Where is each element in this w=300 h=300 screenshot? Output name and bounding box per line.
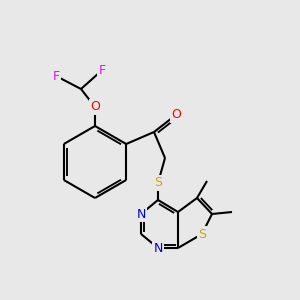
Text: O: O <box>90 100 100 113</box>
Text: O: O <box>171 109 181 122</box>
Text: S: S <box>198 227 206 241</box>
Text: F: F <box>98 64 106 77</box>
Text: N: N <box>136 208 146 220</box>
Text: N: N <box>153 242 163 254</box>
Text: F: F <box>52 70 60 83</box>
Text: S: S <box>154 176 162 190</box>
